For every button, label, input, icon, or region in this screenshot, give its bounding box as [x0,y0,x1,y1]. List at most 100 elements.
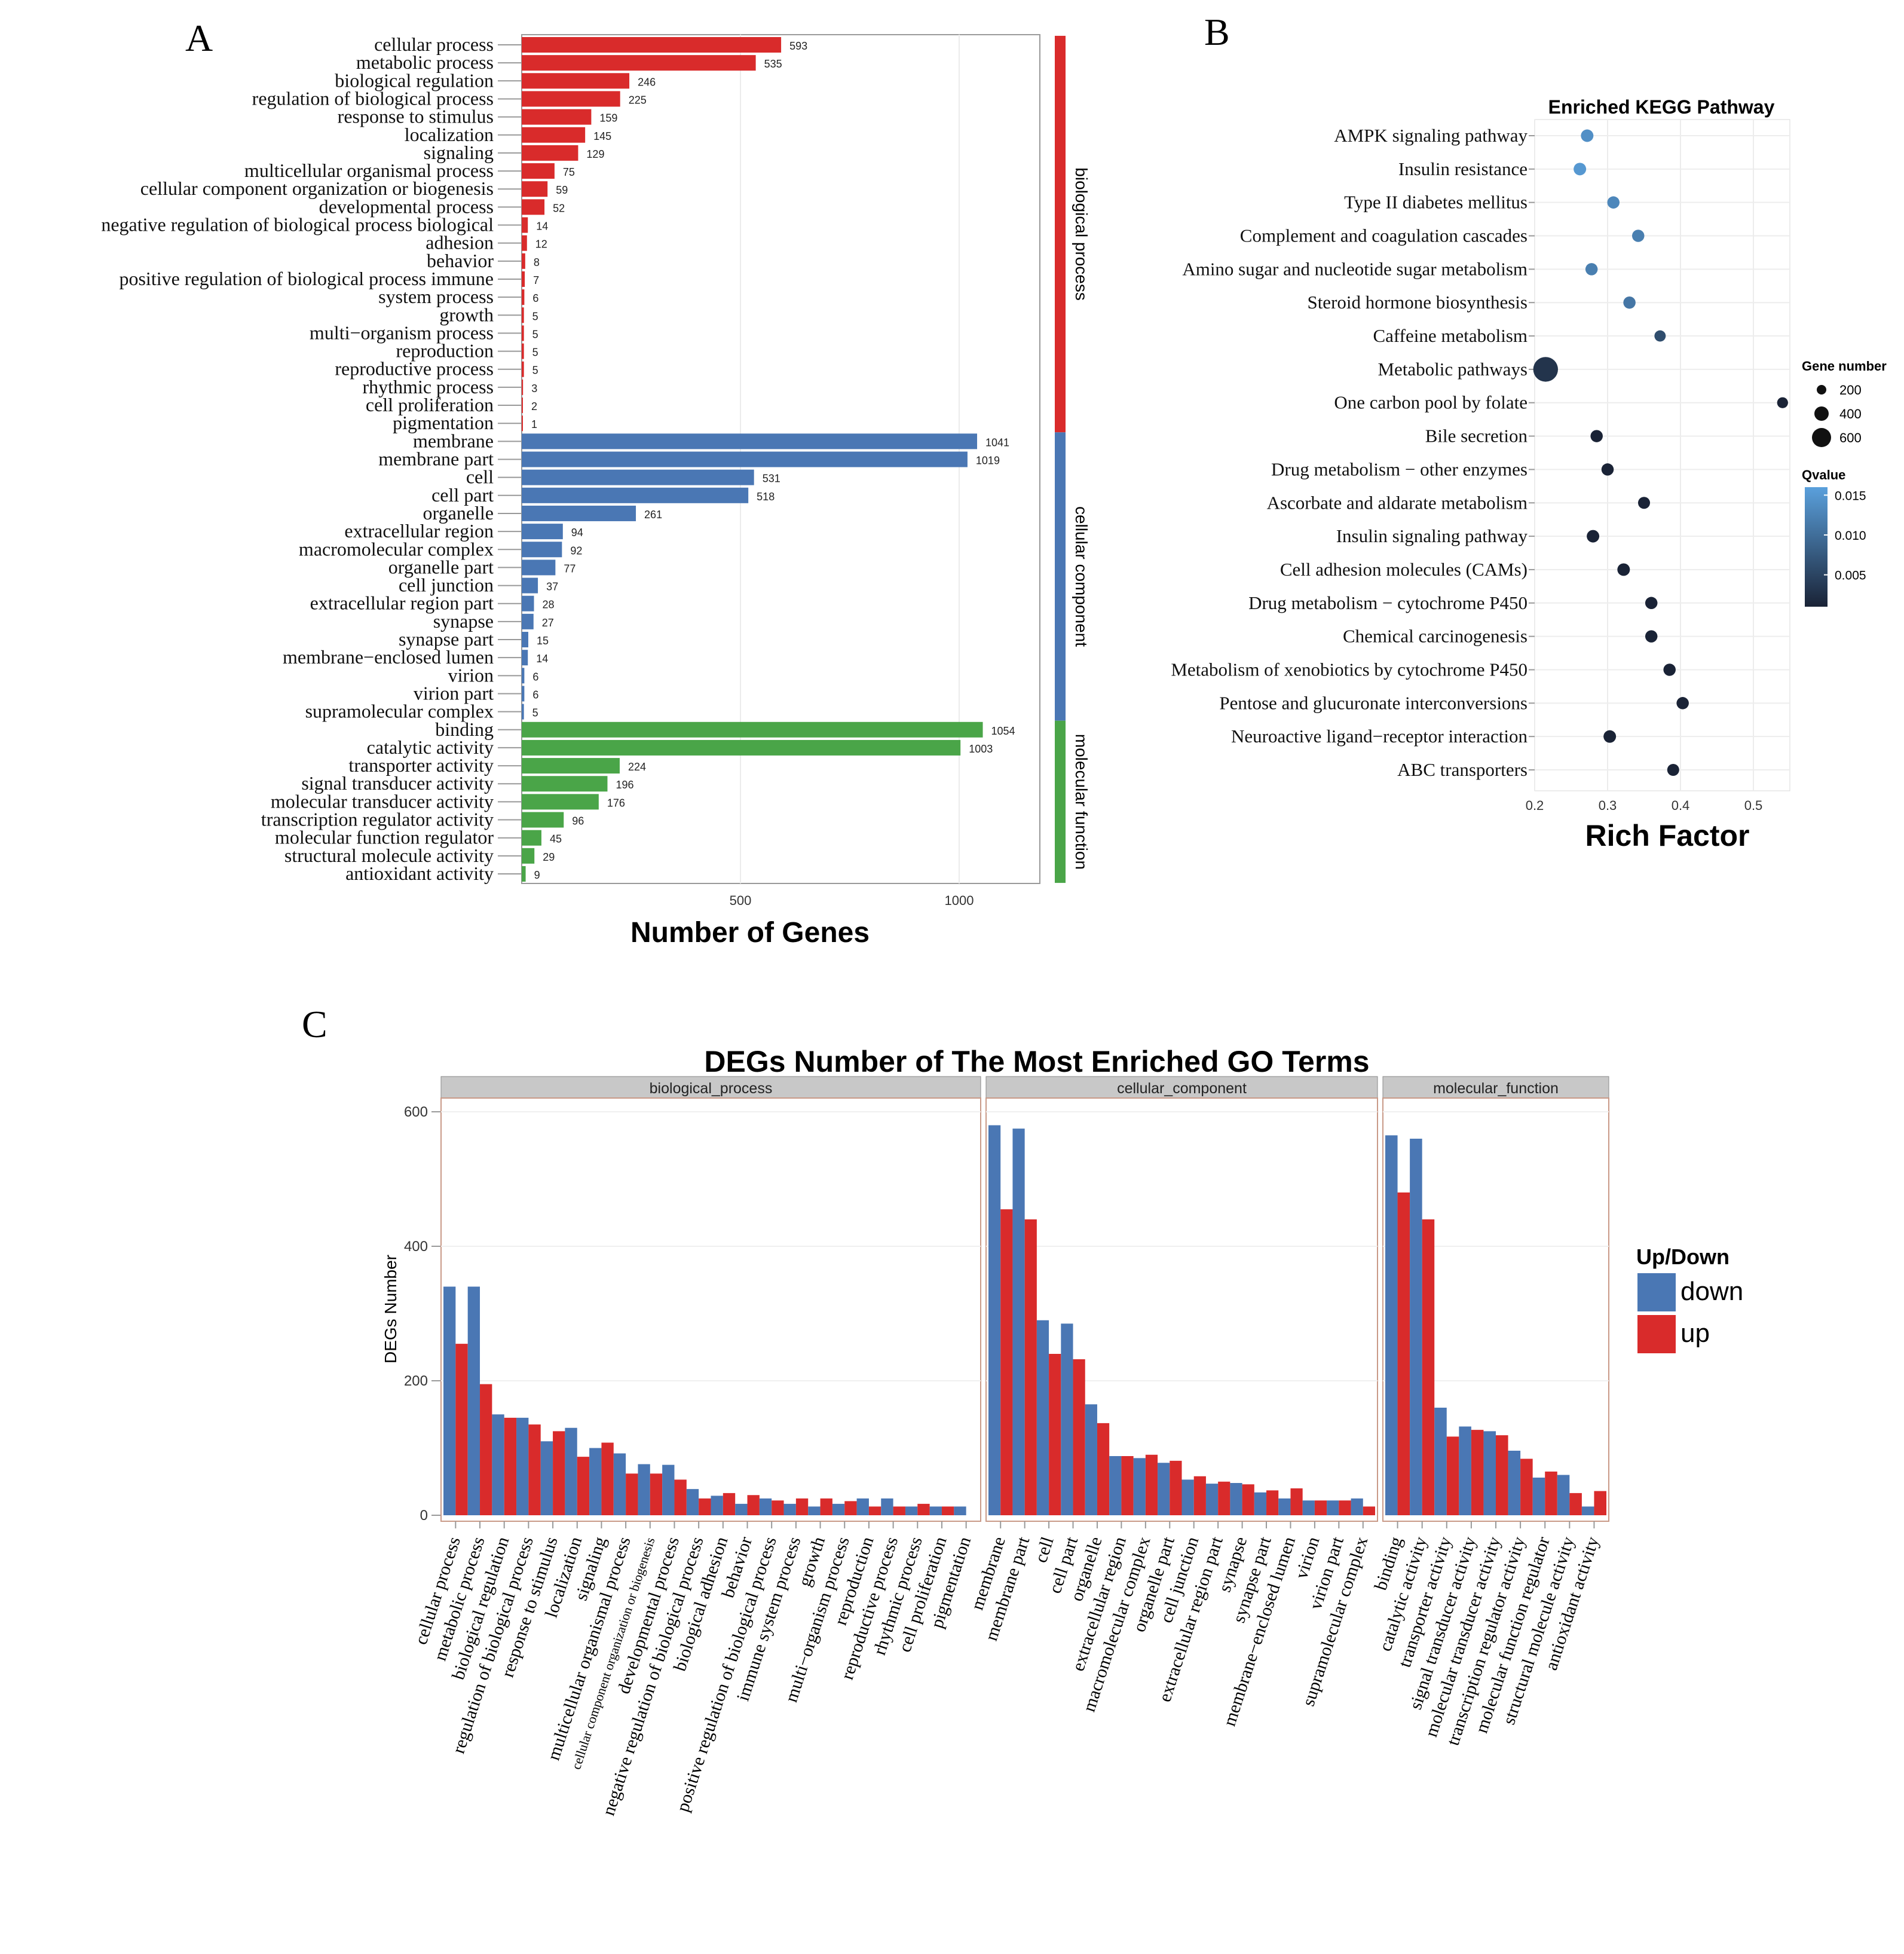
panel-a-bar-value-label: 28 [542,599,554,611]
panel-a-bar-value-label: 535 [764,58,782,70]
panel-a-group-strip [1055,432,1066,721]
panel-b-size-legend-label: 400 [1839,406,1862,421]
panel-b-point [1590,430,1603,442]
panel-c-bar-down [1181,1479,1194,1515]
panel-a-bar-value-label: 246 [638,76,656,88]
panel-c-bar-up [795,1498,809,1515]
panel-c-bar-up [1496,1435,1508,1515]
panel-a-category-label: positive regulation of biological proces… [119,268,494,289]
panel-c-bar-up [1520,1458,1533,1515]
panel-c-bar-down [1278,1498,1291,1515]
panel-c-bar-up [504,1417,517,1515]
panel-b-point [1603,730,1617,743]
panel-a-bar-value-label: 3 [531,383,537,395]
panel-c-title: DEGs Number of The Most Enriched GO Term… [704,1045,1369,1078]
panel-a-bar-value-label: 145 [593,130,611,142]
panel-c-bar-down [467,1286,480,1515]
panel-a-group-strip [1055,35,1066,433]
panel-b-point [1533,357,1558,382]
panel-a-bar [522,343,524,359]
panel-a-category-label: response to stimulus [338,106,494,127]
panel-a-bar [522,109,592,125]
panel-a-x-tick-label: 500 [730,893,752,908]
panel-c-facet-label: cellular_component [1117,1080,1247,1097]
panel-c-bar-up [1290,1488,1303,1515]
panel-a-bar [522,632,528,648]
panel-a-bar [522,830,541,846]
panel-a-bar [522,451,968,467]
panel-b-pathway-label: Metabolism of xenobiotics by cytochrome … [1171,659,1528,680]
panel-a-category-label: membrane−enclosed lumen [283,646,494,668]
panel-b-pathway-label: Pentose and glucuronate interconversions [1219,692,1528,713]
panel-b-x-tick-label: 0.2 [1526,798,1544,813]
panel-b-pathway-label: Insulin resistance [1398,158,1528,179]
panel-c-bar-up [577,1457,590,1515]
panel-c-y-tick-label: 400 [404,1239,428,1255]
panel-c-bar-down [662,1464,675,1515]
panel-c-bar-down [1557,1475,1570,1515]
panel-b-point [1587,530,1600,543]
panel-a-category-label: virion part [414,682,494,704]
panel-c-bar-up [699,1498,711,1515]
panel-a-bar [522,379,524,395]
panel-c-bar-down [832,1503,845,1515]
panel-a-category-label: signal transducer activity [301,772,494,794]
panel-c-bar-down [1109,1456,1122,1515]
panel-b-pathway-label: Insulin signaling pathway [1336,525,1528,546]
panel-a-bar-value-label: 14 [536,653,548,665]
panel-a-bar [522,271,525,287]
panel-c-bar-down [1410,1139,1422,1515]
panel-a-bar [522,127,586,143]
panel-b-color-bar-label: 0.005 [1835,569,1866,583]
panel-a-bar [522,542,562,558]
panel-a-bar-value-label: 5 [532,328,538,340]
panel-c-bar-down [1459,1426,1471,1515]
panel-a-category-label: developmental process [319,195,494,217]
panel-a-bar [522,37,782,53]
panel-a-bar-value-label: 7 [533,274,539,286]
panel-c-bar-up [723,1493,736,1515]
panel-a-bar [522,505,636,521]
panel-a-bar-value-label: 1003 [969,743,993,755]
panel-c-legend-label: up [1680,1319,1710,1348]
panel-a-bar-value-label: 52 [553,202,565,214]
panel-a-bar [522,91,620,107]
panel-a-bar [522,307,524,323]
panel-c-legend-label: down [1680,1277,1743,1306]
panel-a-bar [522,163,555,179]
panel-c-facet-strip [985,1076,1378,1099]
panel-a-bar [522,487,749,503]
panel-a-bar-value-label: 6 [532,292,538,304]
panel-b-color-bar [1805,487,1828,607]
panel-a-category-label: membrane part [378,448,494,470]
panel-c-bar-down [1351,1498,1363,1515]
panel-a-bar-value-label: 159 [599,112,617,124]
panel-c-bar-up [868,1506,881,1515]
panel-b-point [1637,497,1651,509]
panel-c-bar-down [1434,1408,1447,1515]
panel-c-category-label: cell [1031,1534,1058,1565]
panel-a-group-label: molecular function [1072,734,1091,870]
panel-a-category-label: catalytic activity [367,736,494,758]
panel-b-point [1585,263,1598,276]
panel-a-category-label: behavior [427,250,494,271]
panel-a-category-label: growth [439,304,494,325]
panel-b-point [1645,630,1658,643]
panel-b-point [1623,296,1636,309]
panel-c-bar-up [1545,1471,1557,1515]
panel-c-bar-up [941,1506,954,1515]
panel-c-bar-up [1266,1490,1279,1515]
panel-b-color-bar-label: 0.015 [1835,489,1866,503]
panel-a-bar-value-label: 261 [644,509,662,521]
panel-a-bar-value-label: 6 [532,689,538,701]
panel-a-x-tick-label: 1000 [945,893,974,908]
panel-a-group-label: biological process [1072,167,1091,301]
panel-c-bar-down [686,1489,699,1515]
panel-a-bar [522,595,534,611]
panel-b-pathway-label: Metabolic pathways [1378,359,1528,380]
panel-a-bar-value-label: 14 [536,221,548,233]
panel-a-group-strip [1055,720,1066,883]
panel-a-bar [522,686,525,702]
panel-a-bar [522,469,754,485]
panel-b-point [1654,330,1666,342]
